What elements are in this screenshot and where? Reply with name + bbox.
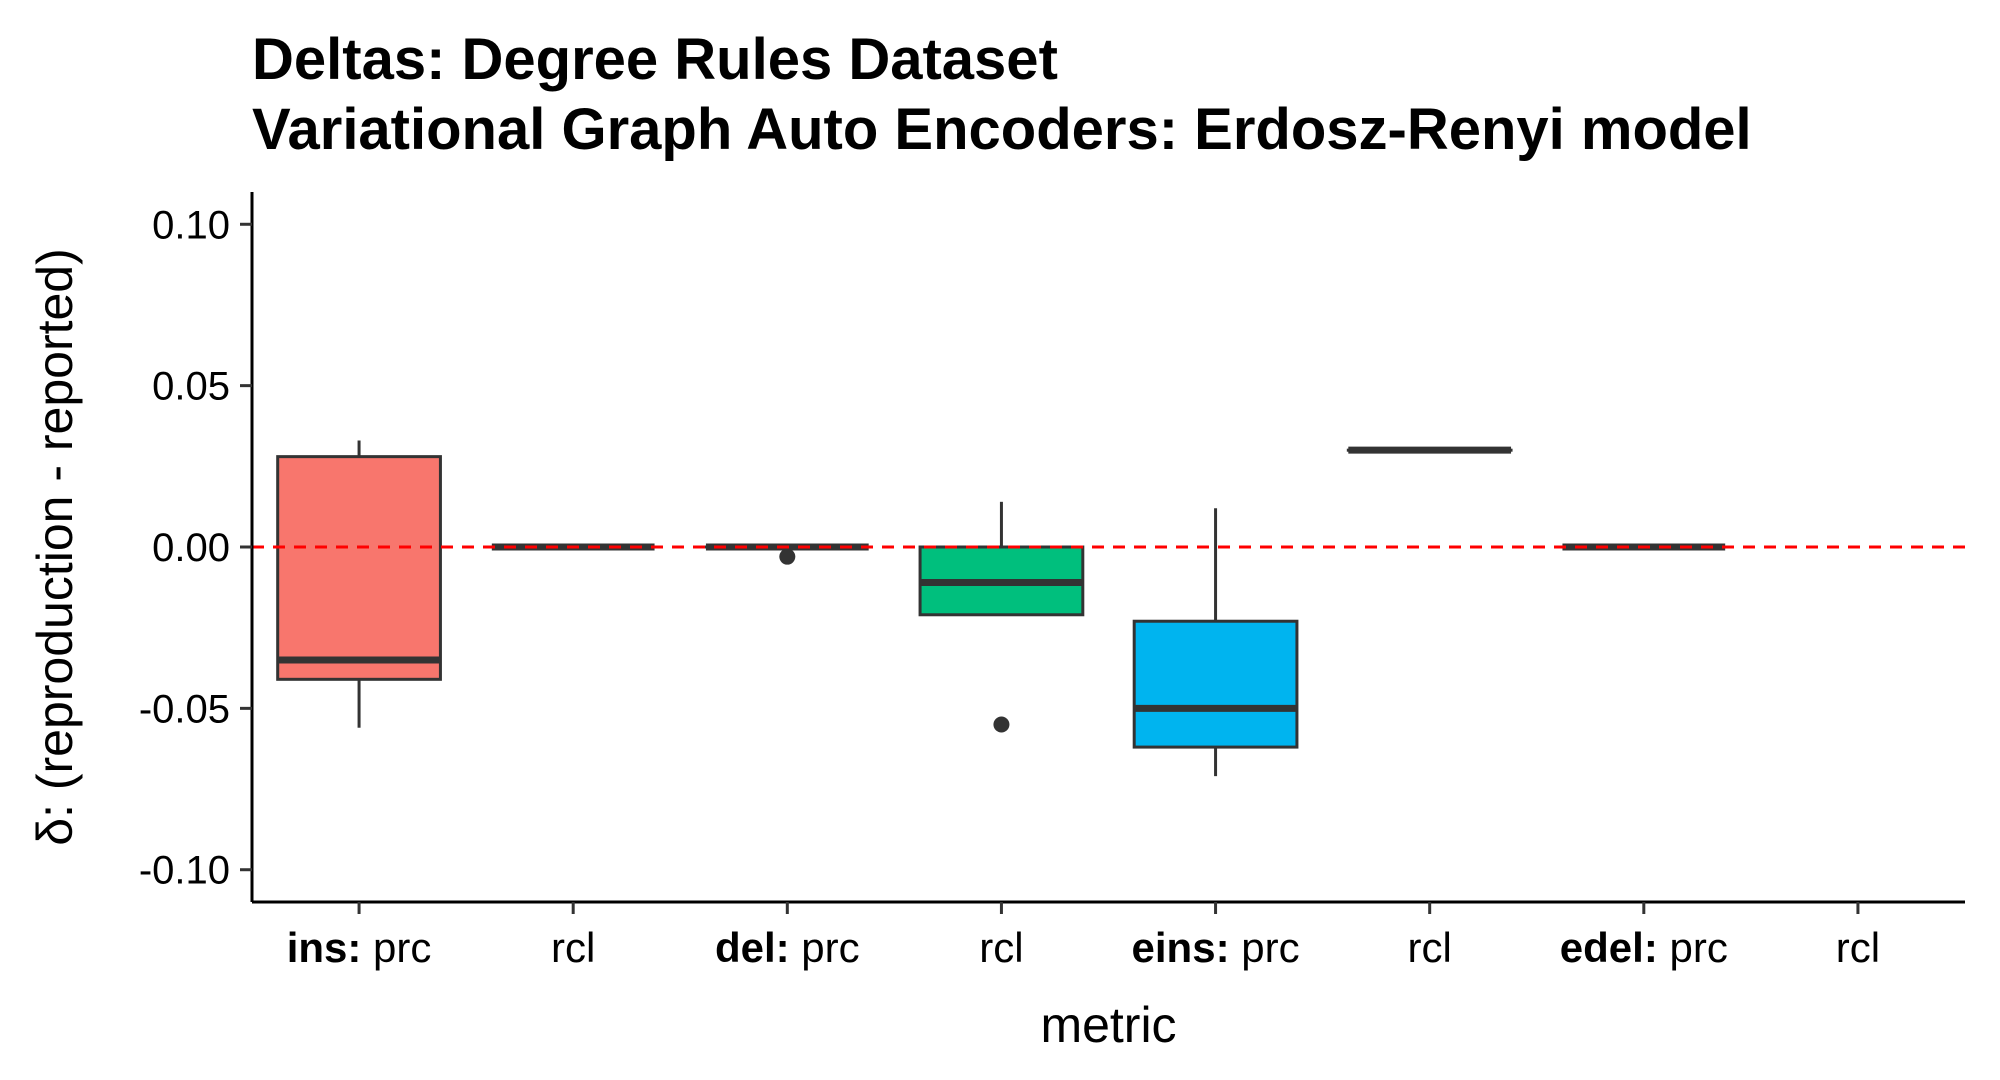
box-4 [1132, 508, 1299, 777]
box-0 [276, 440, 442, 728]
box-3 [918, 501, 1085, 733]
chart-title-line-2: Variational Graph Auto Encoders: Erdosz-… [252, 97, 1752, 162]
x-tick-metric: prc [1669, 924, 1727, 971]
y-ticks: 0.10 0.05 0.00 -0.05 -0.10 [139, 203, 252, 893]
x-tick-group: edel: [1560, 924, 1670, 971]
y-tick-label: 0.00 [152, 526, 230, 570]
x-tick-label: rcl [1408, 924, 1452, 971]
x-tick-group: ins: [287, 924, 373, 971]
y-tick-label: 0.05 [152, 365, 230, 409]
y-axis-label: δ: (reproduction - reported) [27, 248, 83, 846]
x-tick-label: edel: prc [1560, 924, 1728, 971]
chart-title-line-1: Deltas: Degree Rules Dataset [252, 27, 1058, 92]
x-tick-group: eins: [1132, 924, 1242, 971]
box-2 [704, 543, 871, 565]
x-tick-label: rcl [551, 924, 595, 971]
x-tick-group: del: [715, 924, 801, 971]
boxes-layer [276, 440, 1727, 777]
outlier-point [993, 716, 1010, 733]
x-tick-metric: rcl [1408, 924, 1452, 971]
x-axis-label: metric [1040, 997, 1176, 1053]
x-tick-metric: prc [1241, 924, 1299, 971]
y-tick-label: 0.10 [152, 203, 230, 247]
x-tick-metric: rcl [979, 924, 1023, 971]
x-tick-metric: rcl [551, 924, 595, 971]
outlier-point [779, 548, 796, 565]
x-tick-metric: rcl [1836, 924, 1880, 971]
x-tick-label: del: prc [715, 924, 860, 971]
box-body [276, 455, 442, 681]
y-tick-label: -0.10 [139, 849, 230, 893]
x-tick-label: rcl [1836, 924, 1880, 971]
box-body [1132, 619, 1299, 749]
x-tick-metric: prc [801, 924, 859, 971]
x-tick-label: ins: prc [287, 924, 432, 971]
x-tick-label: eins: prc [1132, 924, 1300, 971]
x-ticks: ins: prc rcl del: prc rcl eins: prc rcl edel: … [287, 902, 1880, 971]
y-tick-label: -0.05 [139, 687, 230, 731]
x-tick-label: rcl [979, 924, 1023, 971]
x-tick-metric: prc [373, 924, 431, 971]
